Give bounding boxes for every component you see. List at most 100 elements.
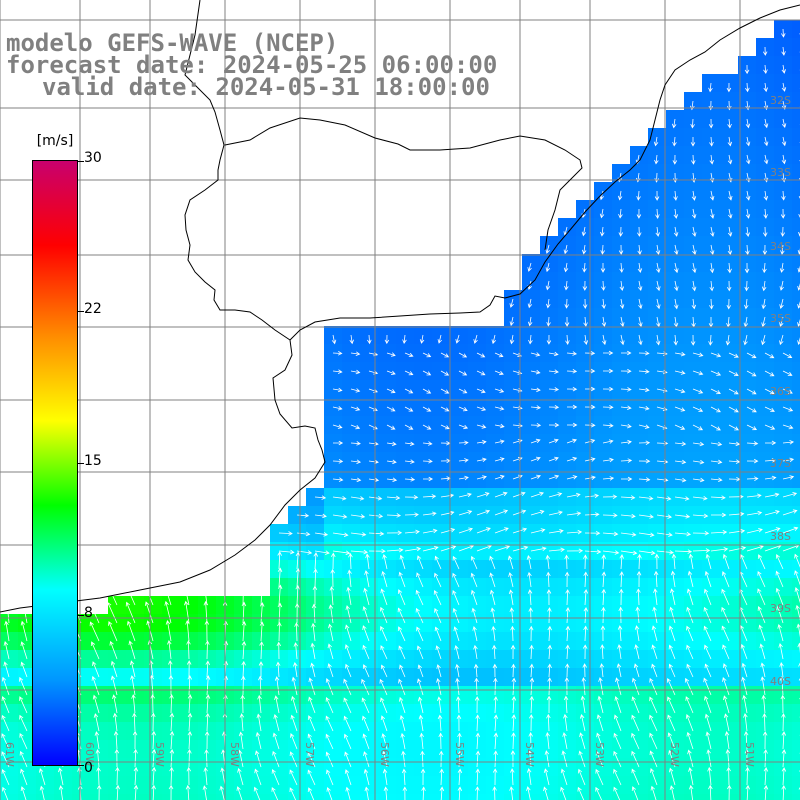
wind-speed-cell xyxy=(270,758,289,777)
wind-speed-cell xyxy=(630,596,649,615)
wind-arrow xyxy=(1,696,10,714)
wind-arrow xyxy=(187,675,193,696)
wind-arrow xyxy=(691,280,697,292)
wind-speed-cell xyxy=(270,668,289,687)
wind-arrow xyxy=(472,625,478,642)
wind-arrow xyxy=(508,589,514,606)
wind-speed-cell xyxy=(738,650,757,669)
wind-arrow xyxy=(618,208,623,219)
wind-speed-cell xyxy=(288,722,307,741)
wind-arrow xyxy=(527,316,533,327)
wind-arrow xyxy=(187,730,193,750)
wind-speed-cell xyxy=(522,614,541,633)
wind-speed-cell xyxy=(630,776,649,795)
longitude-label: 57W xyxy=(303,742,316,767)
wind-arrow xyxy=(710,495,726,500)
wind-arrow xyxy=(710,477,723,482)
wind-arrow xyxy=(476,509,491,516)
wind-arrow xyxy=(455,663,460,678)
wind-arrow xyxy=(399,714,406,732)
wind-arrow xyxy=(655,262,661,274)
wind-arrow xyxy=(530,387,541,393)
wind-arrow xyxy=(380,715,388,732)
wind-speed-cell xyxy=(504,614,523,633)
wind-speed-cell xyxy=(396,776,415,795)
wind-arrow xyxy=(350,406,361,411)
wind-arrow xyxy=(399,664,406,678)
wind-speed-cell xyxy=(774,578,793,597)
wind-speed-cell xyxy=(414,668,433,687)
wind-arrow xyxy=(382,768,388,786)
wind-arrow xyxy=(169,712,175,732)
wind-arrow xyxy=(204,620,210,642)
wind-arrow xyxy=(566,456,578,462)
wind-arrow xyxy=(782,440,795,445)
wind-speed-cell xyxy=(612,722,631,741)
wind-arrow xyxy=(759,643,766,660)
wind-speed-cell xyxy=(792,722,800,741)
wind-arrow xyxy=(530,546,547,552)
wind-speed-cell xyxy=(324,686,343,705)
wind-arrow xyxy=(20,620,28,642)
wind-speed-cell xyxy=(720,758,739,777)
wind-speed-cell xyxy=(0,632,19,651)
wind-speed-cell xyxy=(198,794,217,800)
wind-speed-cell xyxy=(414,758,433,777)
wind-arrow xyxy=(545,554,551,570)
wind-arrow xyxy=(631,714,640,732)
wind-arrow xyxy=(455,334,460,344)
wind-arrow xyxy=(763,82,768,93)
wind-arrow xyxy=(397,626,406,642)
wind-arrow xyxy=(128,640,136,660)
wind-arrow xyxy=(566,351,578,356)
wind-arrow xyxy=(164,600,172,624)
wind-arrow xyxy=(655,244,661,256)
longitude-label: 52W xyxy=(668,742,681,767)
wind-speed-cell xyxy=(594,740,613,759)
wind-speed-cell xyxy=(342,704,361,723)
wind-arrow xyxy=(583,554,588,570)
wind-speed-cell xyxy=(792,200,800,219)
wind-arrow xyxy=(526,786,531,800)
wind-arrow xyxy=(692,495,708,501)
wind-arrow xyxy=(548,510,563,516)
wind-speed-cell xyxy=(252,704,271,723)
wind-arrow xyxy=(238,731,244,750)
wind-arrow xyxy=(782,475,795,480)
wind-arrow xyxy=(527,571,532,588)
wind-arrow xyxy=(710,370,722,376)
wind-arrow xyxy=(530,528,546,534)
wind-speed-cell xyxy=(234,776,253,795)
wind-speed-cell xyxy=(360,668,379,687)
wind-arrow xyxy=(674,441,687,447)
wind-arrow xyxy=(668,644,676,660)
wind-speed-cell xyxy=(288,668,307,687)
wind-arrow xyxy=(602,457,614,463)
wind-arrow xyxy=(673,298,679,310)
wind-arrow xyxy=(386,370,396,375)
wind-arrow xyxy=(241,620,247,642)
wind-arrow xyxy=(277,621,282,642)
wind-arrow xyxy=(203,600,209,624)
wind-arrow xyxy=(494,370,504,376)
wind-speed-cell xyxy=(540,794,559,800)
colorbar-unit: [m/s] xyxy=(36,133,74,149)
wind-speed-cell xyxy=(378,632,397,651)
wind-speed-cell xyxy=(468,596,487,615)
wind-speed-cell xyxy=(288,560,307,579)
wind-arrow xyxy=(620,334,625,346)
wind-speed-cell xyxy=(594,776,613,795)
wind-arrow xyxy=(780,208,786,219)
wind-speed-cell xyxy=(504,560,523,579)
wind-arrow xyxy=(746,406,757,413)
wind-speed-cell xyxy=(684,776,703,795)
wind-arrow xyxy=(258,675,263,696)
wind-arrow xyxy=(782,388,793,394)
wind-arrow xyxy=(307,733,316,750)
wind-arrow xyxy=(361,678,370,696)
wind-speed-cell xyxy=(738,614,757,633)
wind-arrow xyxy=(92,661,100,678)
wind-arrow xyxy=(579,713,586,732)
wind-speed-cell xyxy=(18,758,37,777)
